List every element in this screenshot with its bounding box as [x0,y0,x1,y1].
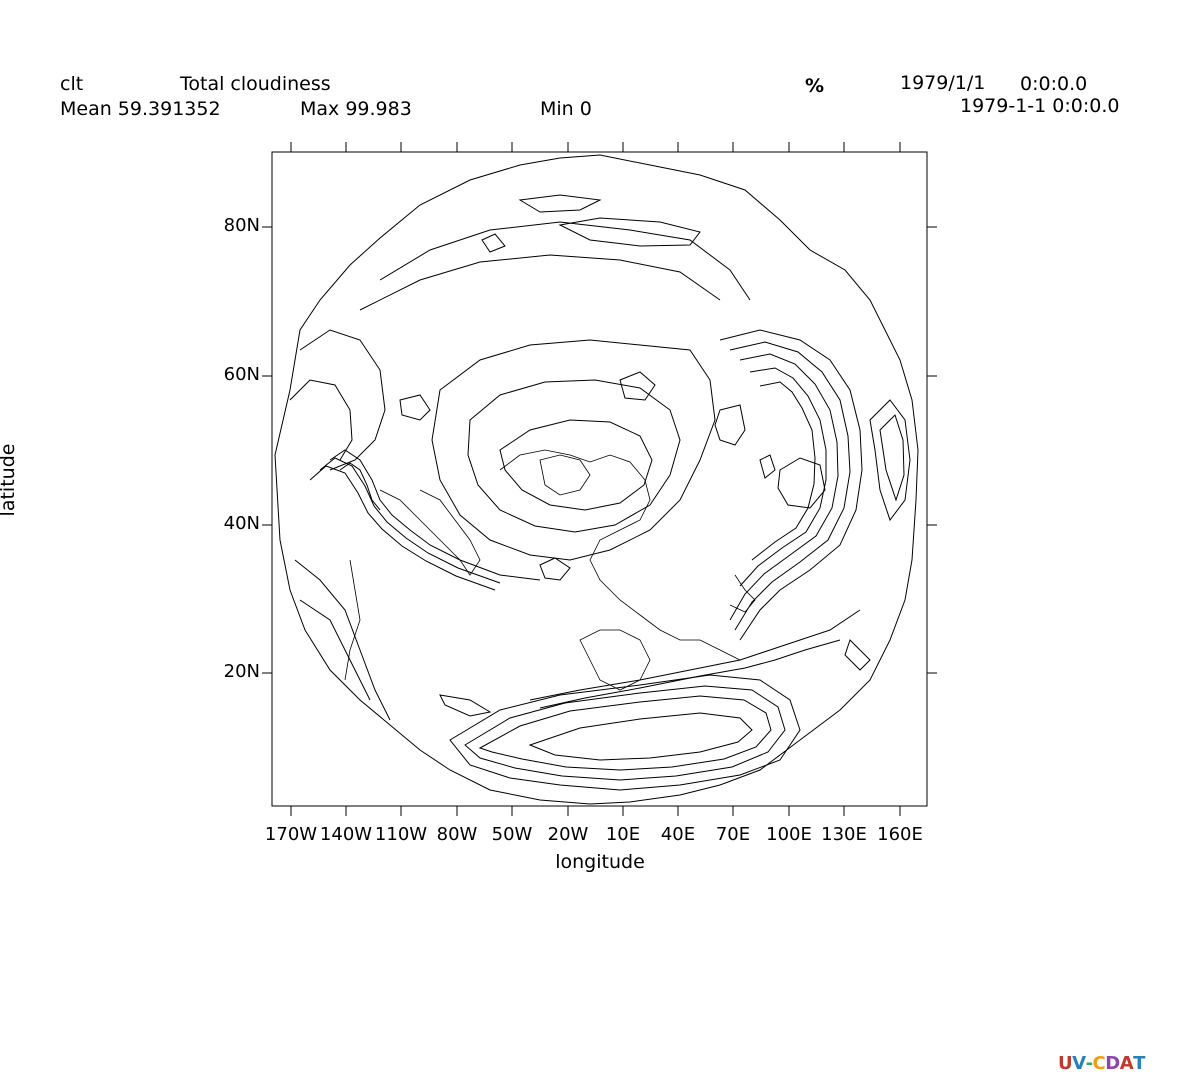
x-tick-40E: 40E [660,824,696,845]
x-tick-140W: 140W [319,824,373,845]
contour-mid-4 [539,557,571,581]
coastline-namerica [379,489,481,576]
x-tick-170W: 170W [264,824,318,845]
contour-atl-2 [359,254,721,311]
contour-west-3 [294,559,391,721]
contour-pacific-1 [449,674,801,791]
contour-outer [274,154,919,805]
date-label: 1979/1/1 [900,72,986,94]
x-tick-160E: 160E [877,824,923,845]
max-stat: Max 99.983 [300,98,412,120]
contour-west-4 [299,599,371,701]
contour-east-1 [777,457,826,509]
contour-atl-1 [379,221,751,301]
y-tick-60N: 60N [223,364,260,385]
y-axis-title: latitude [0,443,19,517]
x-tick-100E: 100E [766,824,812,845]
logo-letter: C [1092,1053,1106,1074]
plot-border [271,151,928,807]
mean-stat: Mean 59.391352 [60,98,221,120]
x-tick-70E: 70E [715,824,751,845]
logo-letter: A [1119,1053,1134,1074]
contour-mid-1 [399,394,431,421]
cloud-contours [274,154,919,805]
contour-arctic-2 [467,379,681,533]
coastline-asia-east [729,574,756,613]
x-tick-130E: 130E [821,824,867,845]
x-tick-10E: 10E [605,824,641,845]
datetime-label: 1979-1-1 0:0:0.0 [960,95,1120,117]
logo-letter: - [1085,1053,1093,1074]
contour-asia-3 [729,353,839,621]
contour-atl-5 [481,233,506,253]
y-tick-40N: 40N [223,513,260,534]
contour-asia-2 [729,341,851,631]
x-tick-50W: 50W [491,824,533,845]
x-axis-title: longitude [555,851,645,873]
contour-pacific-3 [478,695,772,771]
contour-na-1 [329,449,541,581]
min-stat: Min 0 [540,98,592,120]
contour-pacific-2 [464,685,786,781]
contour-na-4 [339,462,381,511]
contour-west-2 [289,379,353,461]
y-tick-20N: 20N [223,661,260,682]
y-tick-80N: 80N [223,215,260,236]
units-label: % [805,75,825,97]
time-label: 0:0:0.0 [1020,73,1088,95]
contour-asia-1 [719,329,863,641]
coastlines [344,449,756,691]
contour-mid-3 [619,371,656,401]
x-tick-20W: 20W [547,824,589,845]
contour-atl-4 [518,194,602,213]
contour-na-2 [319,457,501,584]
logo-letter: U [1058,1053,1073,1074]
contour-east-5 [844,639,871,671]
contour-atl-3 [558,217,701,247]
contour-east-2 [759,454,776,479]
logo-letter: V [1072,1053,1086,1074]
contour-arctic-3 [499,419,653,511]
contour-jet-2 [539,639,841,709]
contour-jet-1 [529,609,861,701]
contour-na-3 [309,465,496,591]
x-tick-110W: 110W [374,824,428,845]
coastline-greenland [539,454,591,496]
contour-mid-2 [714,404,746,446]
contour-east-4 [879,414,905,502]
contour-west-1 [299,329,386,471]
contour-west-5 [439,694,492,717]
contour-asia-4 [739,367,827,587]
coastline-africa [579,629,651,691]
contour-east-3 [869,399,911,522]
coastline-s-america [344,559,361,681]
uvcdat-logo: UV-CDAT [1058,1053,1145,1074]
logo-letter: D [1105,1053,1120,1074]
x-tick-80W: 80W [436,824,478,845]
coastline-eurasia [499,449,741,661]
variable-long-name: Total cloudiness [180,73,331,95]
contour-arctic-1 [431,339,716,561]
logo-letter: T [1133,1053,1145,1074]
contour-asia-5 [751,381,816,561]
variable-name: clt [60,73,84,95]
contour-pacific-4 [528,712,753,761]
axis-ticks [262,142,937,816]
